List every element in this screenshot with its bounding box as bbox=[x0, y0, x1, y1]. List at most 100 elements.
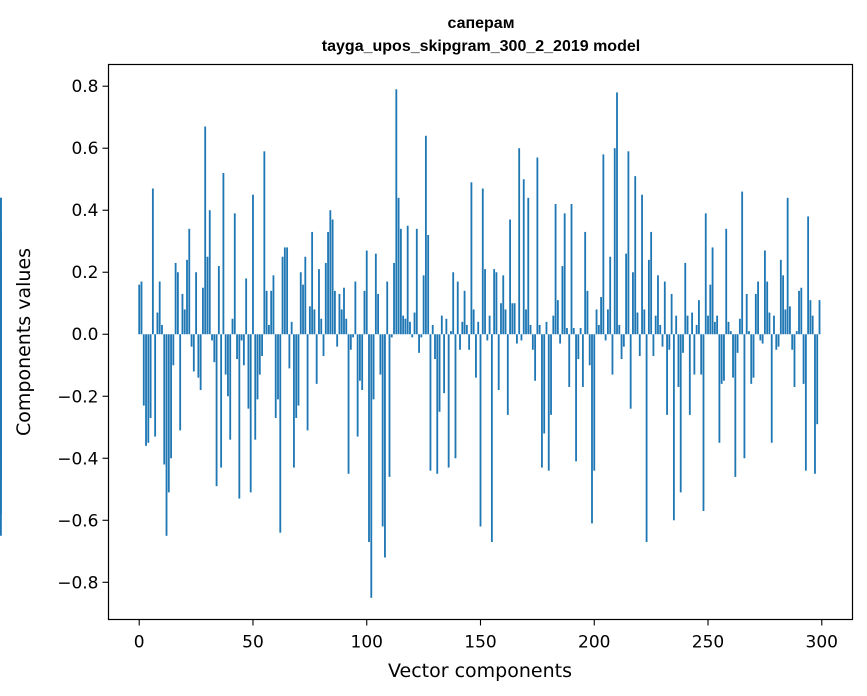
bar-26 bbox=[197, 334, 200, 378]
bar-45 bbox=[240, 334, 243, 341]
bar-59 bbox=[272, 275, 275, 335]
bar-213 bbox=[622, 334, 625, 347]
bar-68 bbox=[293, 334, 295, 468]
bar-130 bbox=[434, 334, 436, 360]
bar-287 bbox=[791, 334, 794, 350]
bar-291 bbox=[800, 287, 803, 335]
bar-277 bbox=[768, 312, 771, 335]
bar-207 bbox=[609, 256, 612, 335]
x-tick-label: 50 bbox=[242, 633, 264, 653]
bar-23 bbox=[190, 334, 193, 347]
bar-102 bbox=[370, 334, 373, 598]
bar-190 bbox=[570, 204, 573, 335]
bar-160 bbox=[502, 275, 505, 335]
bar-49 bbox=[249, 334, 252, 493]
bar-169 bbox=[522, 179, 525, 335]
bar-51 bbox=[254, 334, 257, 440]
bar-259 bbox=[727, 321, 730, 335]
bar-78 bbox=[315, 334, 318, 384]
bar-260 bbox=[729, 331, 732, 335]
bar-204 bbox=[602, 154, 605, 335]
bar-200 bbox=[593, 334, 596, 471]
bar-21 bbox=[186, 259, 188, 335]
bar-90 bbox=[343, 287, 345, 335]
bar-136 bbox=[447, 334, 450, 468]
bar-279 bbox=[773, 315, 775, 335]
bar-38 bbox=[224, 334, 227, 375]
bar-24 bbox=[192, 334, 195, 372]
bar-2 bbox=[142, 334, 145, 406]
bar-175 bbox=[536, 157, 539, 335]
bar-298 bbox=[816, 334, 819, 425]
bar-157 bbox=[495, 272, 498, 335]
bar-93 bbox=[349, 334, 352, 350]
bar-162 bbox=[506, 334, 509, 415]
bar-140 bbox=[456, 281, 459, 335]
bar-258 bbox=[725, 228, 728, 335]
bar-132 bbox=[438, 334, 441, 412]
y-tick-label: −0.2 bbox=[57, 387, 98, 407]
bar-30 bbox=[206, 256, 209, 335]
bar-185 bbox=[559, 334, 562, 344]
bar-245 bbox=[695, 324, 698, 335]
bar-137 bbox=[450, 331, 452, 335]
bar-272 bbox=[757, 281, 759, 335]
bar-110 bbox=[388, 334, 391, 477]
bar-264 bbox=[738, 318, 741, 335]
bar-180 bbox=[547, 334, 550, 471]
bar-138 bbox=[452, 272, 455, 335]
bar-274 bbox=[761, 334, 764, 344]
bar-52 bbox=[256, 334, 259, 400]
bar-187 bbox=[563, 213, 566, 335]
bar-83 bbox=[327, 231, 329, 335]
bar-151 bbox=[481, 188, 484, 335]
bar-202 bbox=[597, 324, 600, 335]
bar-271 bbox=[754, 293, 757, 335]
bar-276 bbox=[766, 281, 769, 335]
bar-193 bbox=[577, 334, 580, 360]
bar-67 bbox=[290, 321, 293, 335]
bar-46 bbox=[242, 334, 245, 366]
bar-85 bbox=[331, 219, 334, 335]
bar-199 bbox=[591, 334, 593, 524]
bar-221 bbox=[641, 194, 643, 335]
bar-25 bbox=[195, 272, 198, 335]
bar-282 bbox=[779, 259, 782, 335]
x-tick-label: 100 bbox=[351, 633, 383, 653]
bar-285 bbox=[786, 197, 789, 335]
x-tick-label: 250 bbox=[692, 633, 724, 653]
bar-15 bbox=[172, 334, 175, 366]
bar-116 bbox=[402, 315, 405, 335]
bar-163 bbox=[509, 219, 511, 335]
bar-206 bbox=[607, 309, 609, 335]
bar-268 bbox=[748, 331, 750, 335]
bar-86 bbox=[333, 290, 336, 335]
bar-108 bbox=[384, 334, 386, 558]
bar-152 bbox=[484, 269, 486, 335]
bar-82 bbox=[324, 262, 327, 335]
bar-273 bbox=[759, 334, 762, 341]
bar-56 bbox=[265, 290, 268, 335]
bar-255 bbox=[718, 334, 721, 443]
bar-184 bbox=[556, 300, 559, 335]
bar-139 bbox=[454, 334, 457, 459]
bar-292 bbox=[802, 334, 805, 384]
bar-232 bbox=[666, 334, 668, 415]
bar-158 bbox=[497, 334, 500, 391]
bar-119 bbox=[409, 321, 411, 335]
bar-154 bbox=[488, 315, 491, 335]
bar-209 bbox=[613, 148, 616, 335]
bar-84 bbox=[329, 210, 332, 335]
bar-114 bbox=[397, 197, 400, 335]
bar-220 bbox=[638, 334, 641, 356]
bar-265 bbox=[741, 191, 744, 335]
axes-group: 0 50 100 150 200 250 300 −0.8 −0.6 −0.4 −0.2 0.0 0.2… bbox=[57, 77, 838, 652]
bar-122 bbox=[415, 228, 418, 335]
bar-118 bbox=[406, 225, 409, 335]
bar-79 bbox=[318, 269, 320, 335]
x-tick-label: 300 bbox=[806, 633, 838, 653]
bar-251 bbox=[709, 284, 712, 335]
x-tick-label: 0 bbox=[134, 633, 145, 653]
plot-frame bbox=[107, 63, 854, 621]
bar-214 bbox=[625, 253, 628, 335]
